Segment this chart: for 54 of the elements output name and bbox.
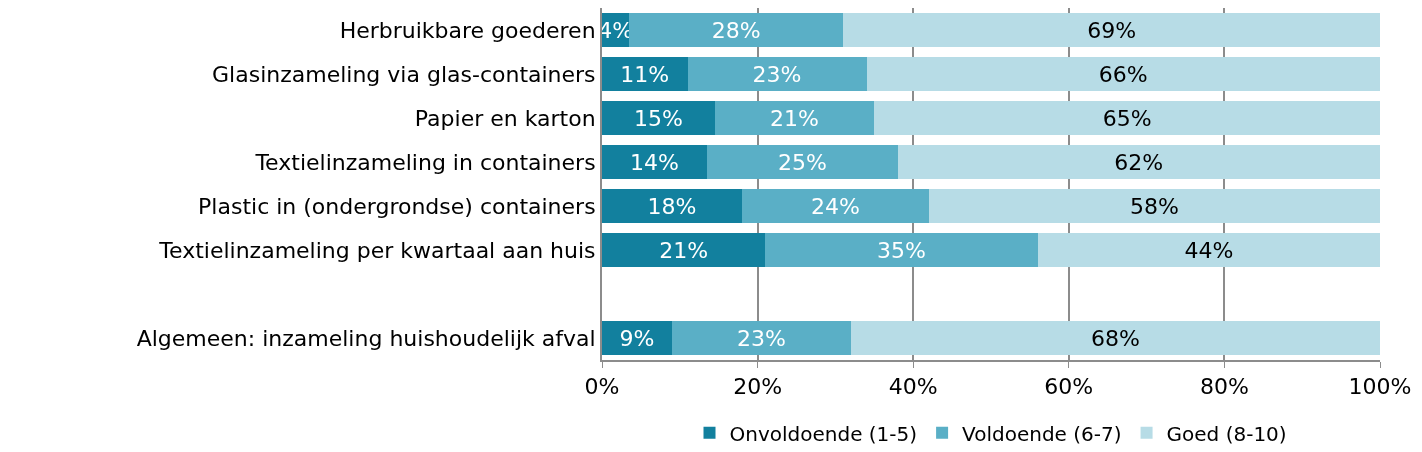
x-tick-label: 0% [584,374,620,400]
bar [602,100,715,136]
legend-label: Goed (8-10) [1166,421,1287,446]
data-label: 35% [877,237,926,263]
bar [602,144,708,180]
data-label: 9% [619,325,655,351]
bar [742,188,929,224]
bar [843,12,1380,48]
y-tick-label: Textielinzameling per kwartaal aan huis [158,237,596,263]
bar [765,232,1038,268]
bar [866,56,1380,92]
data-label: 66% [1098,61,1148,87]
y-tick-label: Algemeen: inzameling huishoudelijk afval [136,325,596,351]
data-label: 24% [810,193,860,219]
y-tick-label: Glasinzameling via glas-containers [212,61,596,87]
data-label: 68% [1091,325,1140,351]
data-label: 28% [711,17,761,43]
bar [850,320,1380,356]
x-tick-label: 60% [1044,374,1094,400]
bar [1037,232,1380,268]
x-tick-label: 80% [1199,374,1249,400]
bar [928,188,1380,224]
bar [874,100,1380,136]
legend-label: Voldoende (6-7) [962,421,1122,446]
bar [897,144,1380,180]
bar [602,188,743,224]
x-tick-label: 40% [888,374,938,400]
data-label: 65% [1102,105,1152,131]
y-tick-label: Herbruikbare goederen [339,17,596,43]
data-label: 11% [620,61,670,87]
data-label: 44% [1184,237,1234,263]
data-label: 18% [647,193,697,219]
x-tick-label: 20% [733,374,783,400]
bar [687,56,867,92]
data-label: 62% [1114,149,1164,175]
data-label: 15% [633,105,683,131]
data-label: 69% [1087,17,1137,43]
y-tick-label: Plastic in (ondergrondse) containers [198,193,596,219]
y-tick-label: Papier en karton [414,105,596,131]
bar [602,232,766,268]
bar [629,12,844,48]
data-label: 23% [752,61,802,87]
bar [714,100,875,136]
legend-label: Onvoldoende (1-5) [729,421,918,446]
x-tick-label: 100% [1348,374,1412,400]
bar [672,320,851,356]
data-label: 25% [777,149,827,175]
data-label: 21% [659,237,709,263]
data-label: 21% [770,105,820,131]
data-label: 58% [1129,193,1179,219]
data-label: 14% [630,149,679,175]
bar [707,144,898,180]
data-label: 23% [737,325,786,351]
y-tick-label: Textielinzameling in containers [254,149,596,175]
